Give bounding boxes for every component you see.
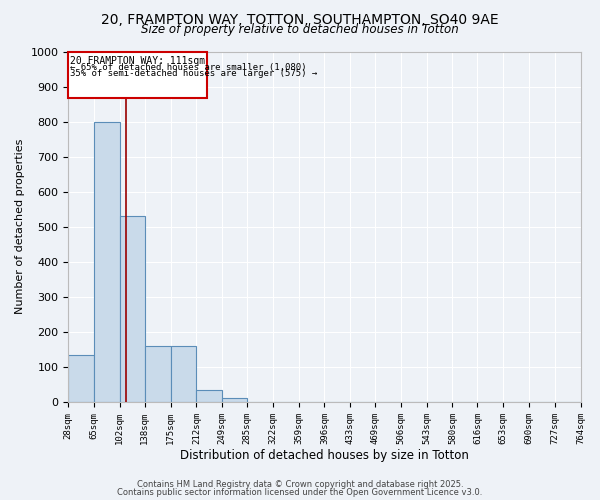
Bar [170, 346, 196, 402]
Text: 35% of semi-detached houses are larger (575) →: 35% of semi-detached houses are larger (… [70, 69, 317, 78]
Text: Contains HM Land Registry data © Crown copyright and database right 2025.: Contains HM Land Registry data © Crown c… [137, 480, 463, 489]
Text: ← 65% of detached houses are smaller (1,080): ← 65% of detached houses are smaller (1,… [70, 62, 307, 72]
Bar [68, 354, 94, 402]
Text: Size of property relative to detached houses in Totton: Size of property relative to detached ho… [141, 22, 459, 36]
Bar [222, 398, 247, 402]
Bar [145, 346, 170, 402]
Text: 20, FRAMPTON WAY, TOTTON, SOUTHAMPTON, SO40 9AE: 20, FRAMPTON WAY, TOTTON, SOUTHAMPTON, S… [101, 12, 499, 26]
Bar [94, 122, 120, 402]
FancyBboxPatch shape [68, 52, 208, 98]
Text: Contains public sector information licensed under the Open Government Licence v3: Contains public sector information licen… [118, 488, 482, 497]
X-axis label: Distribution of detached houses by size in Totton: Distribution of detached houses by size … [180, 450, 469, 462]
Text: 20 FRAMPTON WAY: 111sqm: 20 FRAMPTON WAY: 111sqm [70, 56, 205, 66]
Y-axis label: Number of detached properties: Number of detached properties [15, 139, 25, 314]
Bar [120, 216, 145, 402]
Bar [196, 390, 222, 402]
